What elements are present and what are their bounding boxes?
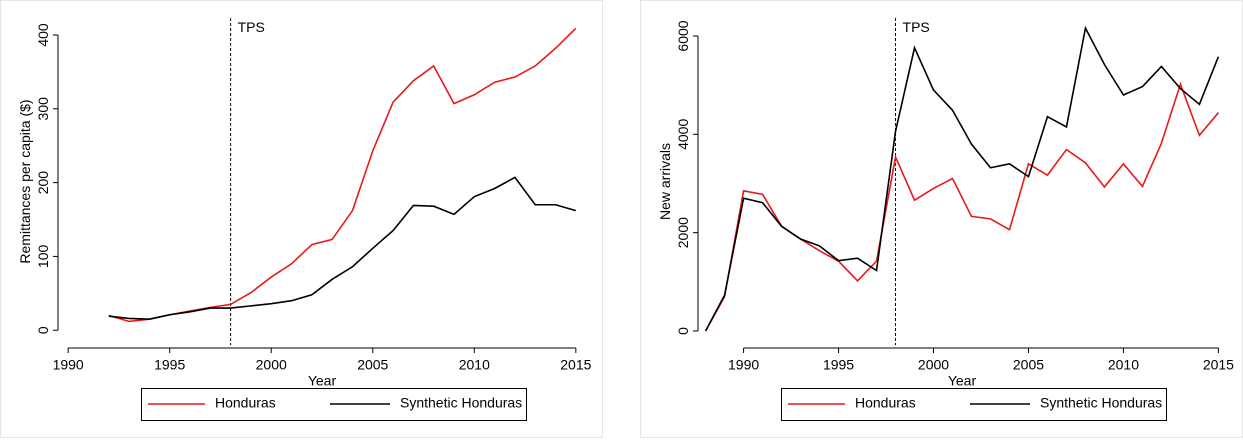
x-tick-label: 2015 xyxy=(560,356,591,372)
annotation: TPS xyxy=(238,19,265,35)
series-line xyxy=(704,25,1220,332)
y-tick-label: 100 xyxy=(35,245,51,269)
x-tick-label: 1990 xyxy=(728,356,759,372)
y-tick-label: 6000 xyxy=(675,20,691,51)
annotation: TPS xyxy=(903,19,930,35)
y-tick-label: 0 xyxy=(35,326,51,334)
x-tick-label: 2005 xyxy=(1013,356,1044,372)
y-tick-label: 0 xyxy=(675,327,691,335)
legend-label: Synthetic Honduras xyxy=(400,395,522,411)
x-tick-label: 2005 xyxy=(357,356,388,372)
x-tick-label: 2015 xyxy=(1203,356,1234,372)
series-line xyxy=(108,176,577,320)
x-axis-label: Year xyxy=(948,372,977,388)
legend-label: Synthetic Honduras xyxy=(1040,395,1162,411)
x-tick-label: 2000 xyxy=(918,356,949,372)
legend-label: Honduras xyxy=(855,395,916,411)
y-axis-label: New arrivals xyxy=(657,143,673,220)
x-tick-label: 1995 xyxy=(823,356,854,372)
y-tick-label: 200 xyxy=(35,171,51,195)
x-tick-label: 2010 xyxy=(1108,356,1139,372)
y-tick-label: 4000 xyxy=(675,119,691,150)
panel-frame xyxy=(640,0,1243,438)
y-tick-label: 400 xyxy=(35,23,51,47)
y-axis-label: Remittances per capita ($) xyxy=(17,99,33,263)
y-tick-label: 2000 xyxy=(675,217,691,248)
y-tick-label: 300 xyxy=(35,97,51,121)
x-tick-label: 1990 xyxy=(53,356,84,372)
x-axis-label: Year xyxy=(308,372,337,388)
x-tick-label: 2000 xyxy=(256,356,287,372)
legend-label: Honduras xyxy=(215,395,276,411)
x-tick-label: 2010 xyxy=(459,356,490,372)
panel-frame xyxy=(0,0,603,438)
x-tick-label: 1995 xyxy=(154,356,185,372)
